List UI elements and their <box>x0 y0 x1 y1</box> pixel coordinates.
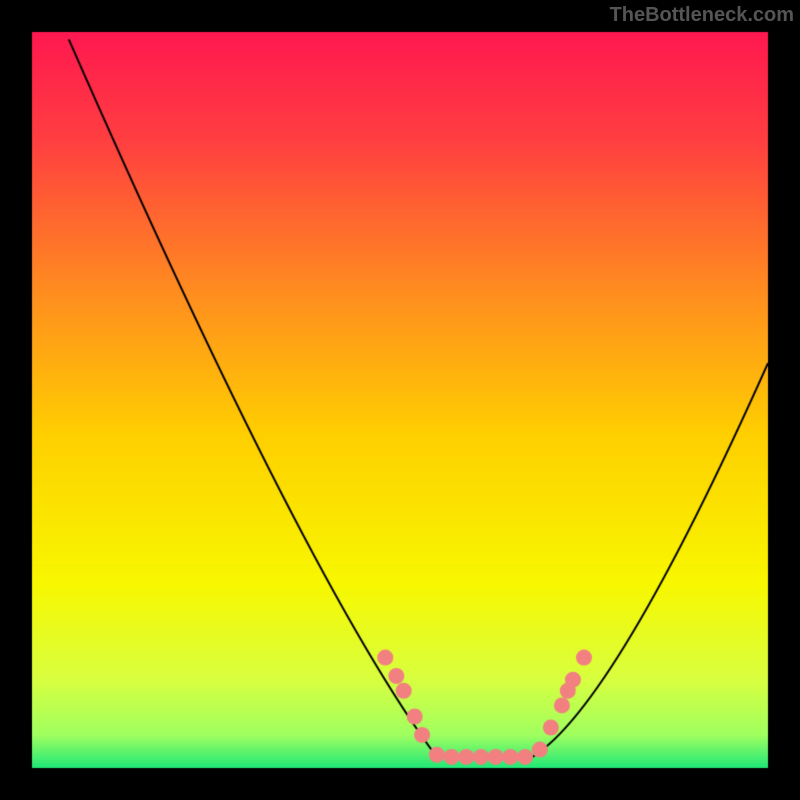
chart-stage: TheBottleneck.com <box>0 0 800 800</box>
valley-chart-canvas <box>0 0 800 800</box>
watermark-label: TheBottleneck.com <box>610 4 794 27</box>
